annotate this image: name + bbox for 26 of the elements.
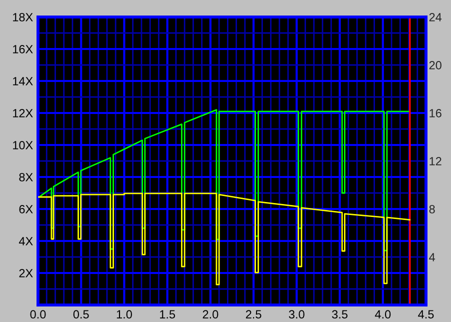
y-tick-label: 2X — [19, 269, 33, 278]
x-tick-label: 3.5 — [332, 310, 348, 319]
x-tick-label: 2.5 — [246, 310, 262, 319]
y-tick-label: 16X — [13, 45, 33, 54]
y2-tick-label: 16 — [430, 109, 442, 118]
x-tick-label: 4.0 — [374, 310, 391, 319]
y-tick-label: 4X — [18, 237, 33, 246]
y2-tick-label: 24 — [429, 13, 442, 22]
y-tick-label: 18X — [13, 13, 33, 22]
line-series — [38, 192, 411, 286]
x-tick-label: 1.5 — [160, 310, 176, 319]
y-tick-label: 12X — [13, 109, 33, 118]
y-tick-label: 10X — [13, 141, 33, 150]
x-tick-label: 3.0 — [288, 310, 304, 319]
y2-tick-label: 4 — [429, 253, 435, 262]
x-tick-label: 4.5 — [418, 310, 434, 319]
x-tick-label: 0.5 — [73, 310, 89, 319]
y-tick-label: 8X — [19, 173, 33, 182]
y2-tick-label: 20 — [429, 61, 442, 70]
y-tick-label: 14X — [13, 77, 33, 86]
x-tick-label: 1.0 — [116, 310, 132, 319]
x-tick-label: 2.0 — [202, 310, 218, 319]
y2-tick-label: 8 — [429, 205, 435, 214]
x-tick-label: 0.0 — [30, 310, 46, 319]
y-tick-label: 6X — [19, 205, 33, 214]
y2-tick-label: 12 — [430, 157, 442, 166]
